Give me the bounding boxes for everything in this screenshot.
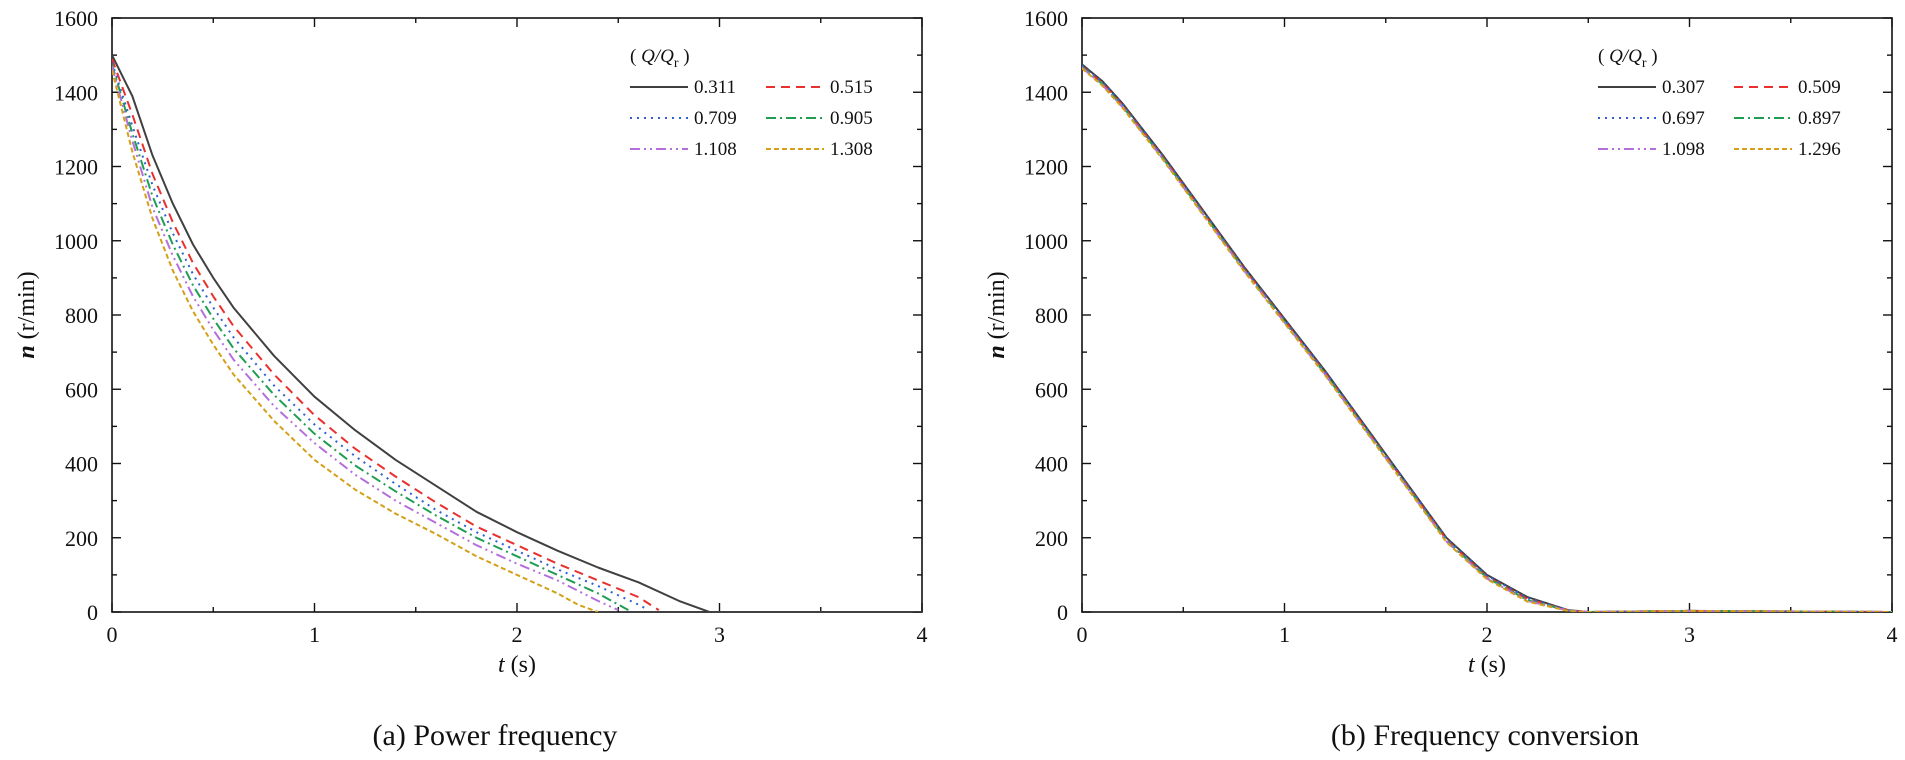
legend-title-sub: r	[674, 56, 679, 71]
legend-title-var: Q/Q	[641, 46, 674, 67]
legend-title: ( Q/Qr )	[630, 46, 690, 71]
y-axis-label: n (r/min)	[14, 271, 40, 358]
x-tick-label: 1	[309, 622, 320, 647]
x-axis-var: t	[1468, 652, 1476, 678]
x-axis-label: t (s)	[1468, 652, 1506, 678]
x-tick-label: 0	[107, 622, 118, 647]
y-tick-label: 400	[65, 452, 98, 477]
panel-power-frequency: (a) Power frequency 0 1 2 3 4 0 200 400 600 800 10…	[14, 6, 928, 752]
legend-label: 1.296	[1798, 139, 1841, 160]
x-axis-label: t (s)	[498, 652, 536, 678]
y-axis-unit: (r/min)	[14, 271, 40, 345]
y-axis-var: n	[984, 345, 1010, 358]
legend-title-close: )	[1646, 46, 1657, 67]
x-axis-unit: (s)	[505, 652, 536, 678]
series-line-1.296	[1082, 67, 1892, 612]
x-tick-label: 0	[1077, 622, 1088, 647]
y-axis-unit: (r/min)	[984, 271, 1010, 345]
legend-label: 0.697	[1662, 108, 1705, 129]
legend-title-close: )	[678, 46, 689, 67]
y-tick-label: 800	[65, 303, 98, 328]
plot-frame	[1081, 17, 1893, 613]
y-tick-label: 0	[87, 600, 98, 625]
y-tick-label: 1400	[1024, 80, 1068, 105]
x-tick-label: 3	[1684, 622, 1695, 647]
series-line-0.697	[1082, 64, 1892, 612]
y-tick-label: 200	[1035, 526, 1068, 551]
panel-frequency-conversion: (b) Frequency conversion 0 1 2 3 4 0 200 400 600…	[984, 6, 1898, 752]
y-tick-label: 1000	[1024, 229, 1068, 254]
y-tick-label: 600	[65, 377, 98, 402]
plot-frame	[111, 17, 923, 613]
caption-frequency-conversion: (b) Frequency conversion	[1331, 719, 1639, 752]
y-tick-label: 0	[1057, 600, 1068, 625]
legend-title-sub: r	[1642, 56, 1647, 71]
x-axis-unit: (s)	[1475, 652, 1506, 678]
legend-label: 1.098	[1662, 139, 1705, 160]
y-tick-label: 600	[1035, 377, 1068, 402]
series-line-1.108	[112, 66, 619, 612]
x-tick-label: 4	[1887, 622, 1898, 647]
legend-label: 0.515	[830, 77, 873, 98]
legend-label: 0.905	[830, 108, 873, 129]
y-tick-label: 1200	[54, 155, 98, 180]
legend-label: 1.108	[694, 139, 737, 160]
x-tick-label: 2	[512, 622, 523, 647]
x-tick-label: 2	[1482, 622, 1493, 647]
x-axis-var: t	[498, 652, 506, 678]
y-tick-label: 400	[1035, 452, 1068, 477]
series-line-0.311	[112, 54, 922, 612]
y-tick-label: 800	[1035, 303, 1068, 328]
series-line-0.905	[112, 64, 629, 611]
legend-label: 0.307	[1662, 77, 1705, 98]
y-tick-label: 1200	[1024, 155, 1068, 180]
y-axis-var: n	[14, 345, 40, 358]
legend-title-var: Q/Q	[1609, 46, 1642, 67]
caption-power-frequency: (a) Power frequency	[373, 719, 618, 752]
y-tick-label: 1400	[54, 80, 98, 105]
x-tick-label: 4	[917, 622, 928, 647]
legend: ( Q/Qr )0.307 0.509 0.697 0.897 1.098 1.296	[1598, 46, 1841, 160]
series-line-1.308	[112, 69, 599, 612]
legend-title: ( Q/Qr )	[1598, 46, 1658, 71]
x-tick-label: 3	[714, 622, 725, 647]
legend-label: 0.509	[1798, 77, 1841, 98]
legend-label: 1.308	[830, 139, 873, 160]
legend-title-open: (	[630, 46, 641, 67]
series-line-0.709	[112, 62, 650, 611]
legend: ( Q/Qr )0.311 0.515 0.709 0.905 1.108 1.308	[630, 46, 873, 160]
legend-label: 0.709	[694, 108, 737, 129]
legend-label: 0.311	[694, 77, 736, 98]
y-tick-label: 1600	[54, 6, 98, 31]
y-tick-label: 1600	[1024, 6, 1068, 31]
series-group	[1082, 63, 1892, 612]
series-line-0.515	[112, 58, 660, 611]
y-tick-label: 200	[65, 526, 98, 551]
y-axis-label: n (r/min)	[984, 271, 1010, 358]
series-line-0.307	[1082, 63, 1892, 612]
series-group	[112, 54, 922, 612]
legend-label: 0.897	[1798, 108, 1841, 129]
y-tick-label: 1000	[54, 229, 98, 254]
legend-title-open: (	[1598, 46, 1609, 67]
x-tick-label: 1	[1279, 622, 1290, 647]
